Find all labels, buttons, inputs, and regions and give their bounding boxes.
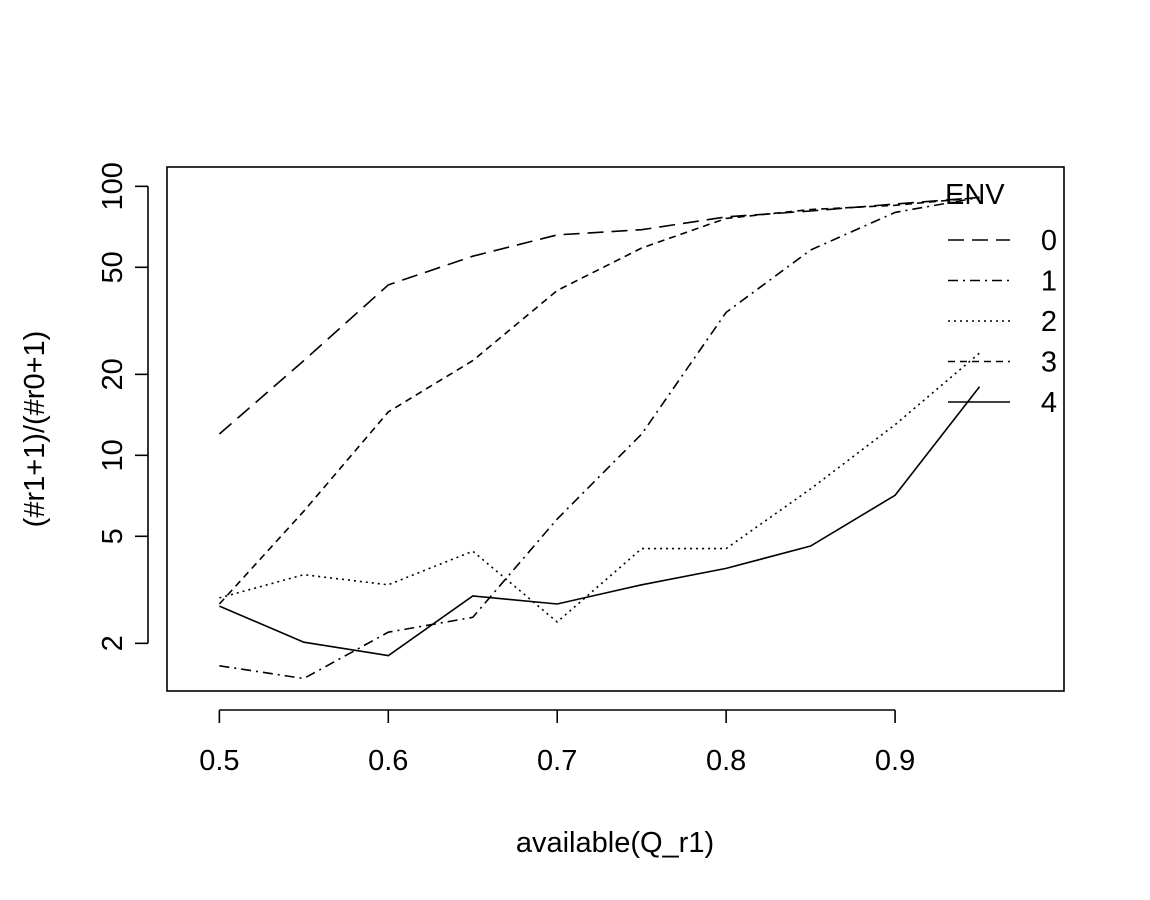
legend-label-2: 2 — [1041, 306, 1057, 338]
series-line-0 — [218, 196, 980, 435]
x-tick-label: 0.8 — [706, 745, 746, 777]
x-axis-title: available(Q_r1) — [516, 827, 714, 859]
legend-label-0: 0 — [1041, 225, 1057, 257]
series-line-2 — [219, 352, 981, 624]
legend: ENV 0 1 2 3 4 — [945, 179, 1057, 419]
y-axis: 2 5 10 20 50 100 — [97, 162, 149, 651]
series-line-1 — [219, 196, 980, 680]
y-tick-label: 10 — [97, 439, 129, 471]
x-tick-label: 0.7 — [537, 745, 577, 777]
x-tick-label: 0.5 — [199, 745, 239, 777]
legend-label-3: 3 — [1041, 347, 1057, 379]
series-lines — [218, 196, 981, 680]
legend-label-4: 4 — [1041, 387, 1057, 419]
legend-title: ENV — [945, 179, 1005, 211]
y-tick-label: 2 — [97, 635, 129, 651]
x-axis: 0.5 0.6 0.7 0.8 0.9 — [199, 709, 915, 777]
x-tick-label: 0.6 — [368, 745, 408, 777]
series-line-3 — [218, 196, 980, 605]
x-tick-label: 0.9 — [875, 745, 915, 777]
plot-frame — [166, 166, 1065, 692]
y-tick-label: 5 — [97, 528, 129, 544]
legend-label-1: 1 — [1041, 266, 1057, 298]
y-tick-label: 50 — [97, 251, 129, 283]
y-tick-label: 20 — [97, 358, 129, 390]
series-line-4 — [219, 386, 981, 657]
y-tick-label: 100 — [97, 162, 129, 210]
y-axis-title: (#r1+1)/(#r0+1) — [19, 331, 51, 528]
